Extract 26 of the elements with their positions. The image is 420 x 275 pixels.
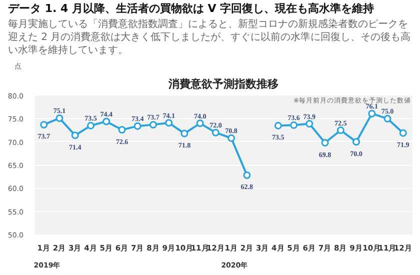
point	[228, 134, 236, 142]
point	[118, 126, 126, 134]
point	[290, 121, 298, 129]
point	[399, 129, 407, 137]
point	[321, 139, 329, 147]
point	[56, 114, 64, 122]
point	[384, 114, 392, 122]
point	[212, 128, 220, 136]
point	[134, 122, 142, 130]
point	[352, 138, 360, 146]
point	[274, 122, 282, 130]
point	[336, 126, 344, 134]
point	[180, 130, 188, 138]
point	[368, 110, 376, 118]
point	[71, 132, 79, 140]
point	[306, 120, 314, 128]
chart-title: 消費意欲予測指数推移	[168, 78, 278, 90]
point	[196, 120, 204, 128]
point	[86, 122, 94, 130]
text: データ 1. 4 月以降、生活者の買物欲は V 字回復し、現在も高水準を維持	[8, 2, 376, 16]
point	[102, 118, 110, 126]
text: 毎月実施している「消費意欲指数調査」によると、新型コロナの新規感染者数のピークを迎えた 2 月の消費意欲は大きく低下しましたが、すぐに以前の水準に回復し、その後も高い水準を維持しています。	[8, 18, 412, 57]
point	[40, 120, 48, 128]
point	[149, 120, 157, 128]
point	[165, 119, 173, 127]
point	[243, 171, 251, 179]
